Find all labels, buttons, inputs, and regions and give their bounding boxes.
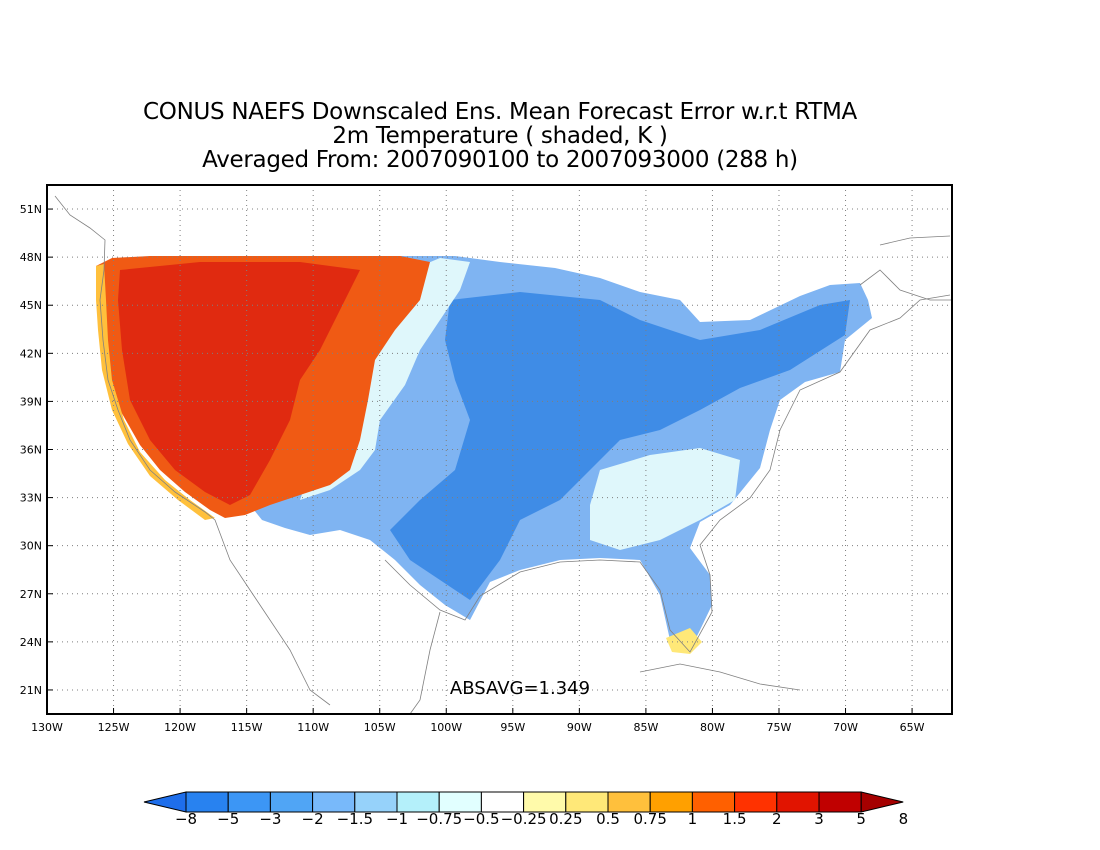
title-block: CONUS NAEFS Downscaled Ens. Mean Forecas… — [0, 100, 1000, 172]
colorbar-label: −2 — [302, 810, 324, 828]
lat-tick-label: 42N — [20, 347, 42, 360]
colorbar-segment — [396, 791, 440, 813]
lat-tick-label: 33N — [20, 492, 42, 505]
colorbar — [143, 791, 904, 813]
colorbar-label: 8 — [899, 810, 909, 828]
warm-core-region — [118, 262, 360, 505]
lat-tick-label: 24N — [20, 636, 42, 649]
colorbar-segment — [607, 791, 651, 813]
coastlines — [54, 195, 952, 715]
mexico-coastline — [409, 611, 441, 715]
colorbar-segment — [185, 791, 229, 813]
colorbar-label: −0.5 — [463, 810, 499, 828]
colorbar-labels: −8 −5 −3 −2 −1.5 −1 −0.75 −0.5 −0.25 0.25 0.5 0.75 1… — [175, 810, 908, 828]
canada-coastline — [879, 235, 951, 246]
colorbar-segment — [691, 791, 736, 813]
lat-tick-label: 39N — [20, 395, 42, 408]
colorbar-label: 0.75 — [633, 810, 666, 828]
colorbar-min-arrow — [143, 791, 187, 813]
colorbar-label: 0.5 — [596, 810, 620, 828]
colorbar-segment — [523, 791, 567, 813]
colorbar-label: −0.75 — [416, 810, 462, 828]
lat-tick-label: 36N — [20, 444, 42, 457]
colorbar-segment — [480, 791, 525, 813]
lon-tick-labels: 130W 125W 120W 115W 110W 105W 100W 95W 90W 85W 80W… — [31, 708, 925, 734]
colorbar-label: −0.25 — [501, 810, 547, 828]
colorbar-segment — [438, 791, 482, 813]
caribbean-islands — [639, 663, 801, 691]
maritime-coastline — [859, 269, 952, 301]
colorbar-label: 2 — [772, 810, 782, 828]
colorbar-segment — [818, 791, 862, 813]
lon-tick-label: 105W — [364, 721, 396, 734]
absavg-statistic: ABSAVG=1.349 — [450, 678, 590, 699]
lon-tick-label: 75W — [767, 721, 792, 734]
gulf-coastline — [384, 294, 951, 653]
title-line-3: Averaged From: 2007090100 to 2007093000 … — [202, 147, 798, 173]
colorbar-segment — [776, 791, 820, 813]
lat-tick-label: 48N — [20, 251, 42, 264]
lat-tick-label: 51N — [20, 203, 42, 216]
lon-tick-label: 90W — [567, 721, 592, 734]
colorbar-label: 1 — [688, 810, 698, 828]
colorbar-label: −8 — [175, 810, 197, 828]
colorbar-label: −1 — [386, 810, 408, 828]
lon-tick-label: 130W — [31, 721, 63, 734]
lat-tick-label: 27N — [20, 588, 42, 601]
colorbar-label: 0.25 — [549, 810, 582, 828]
colorbar-label: −1.5 — [337, 810, 373, 828]
colorbar-label: 1.5 — [723, 810, 747, 828]
lat-tick-label: 21N — [20, 684, 42, 697]
colorbar-label: 5 — [856, 810, 866, 828]
lon-tick-label: 120W — [164, 721, 196, 734]
colorbar-segment — [734, 791, 778, 813]
lon-tick-label: 85W — [633, 721, 658, 734]
florida-warm-patch — [666, 628, 702, 654]
lat-tick-labels: 51N 48N 45N 42N 39N 36N 33N 30N 27N 24N 21N — [20, 203, 53, 697]
field-shading — [96, 256, 872, 654]
colorbar-segment — [565, 791, 609, 813]
colorbar-segment — [312, 791, 356, 813]
title-line-2: 2m Temperature ( shaded, K ) — [332, 123, 668, 149]
lon-tick-label: 115W — [231, 721, 263, 734]
colorbar-segment — [354, 791, 398, 813]
lat-tick-label: 30N — [20, 540, 42, 553]
colorbar-segment — [649, 791, 693, 813]
lon-tick-label: 110W — [297, 721, 329, 734]
lon-tick-label: 125W — [98, 721, 130, 734]
southeast-neutral-region — [590, 448, 740, 550]
colorbar-segment — [227, 791, 271, 813]
colorbar-max-arrow — [860, 791, 904, 813]
colorbar-label: −5 — [217, 810, 239, 828]
lon-tick-label: 100W — [430, 721, 462, 734]
colorbar-label: −3 — [259, 810, 281, 828]
cool-core-region — [390, 292, 850, 600]
title-line-1: CONUS NAEFS Downscaled Ens. Mean Forecas… — [143, 99, 857, 125]
grid-lines — [47, 185, 952, 714]
lon-tick-label: 95W — [500, 721, 525, 734]
lon-tick-label: 65W — [900, 721, 925, 734]
colorbar-segment — [269, 791, 314, 813]
lon-tick-label: 80W — [700, 721, 725, 734]
colorbar-label: 3 — [814, 810, 824, 828]
lat-tick-label: 45N — [20, 299, 42, 312]
lon-tick-label: 70W — [833, 721, 858, 734]
pacific-coastline — [54, 195, 331, 706]
